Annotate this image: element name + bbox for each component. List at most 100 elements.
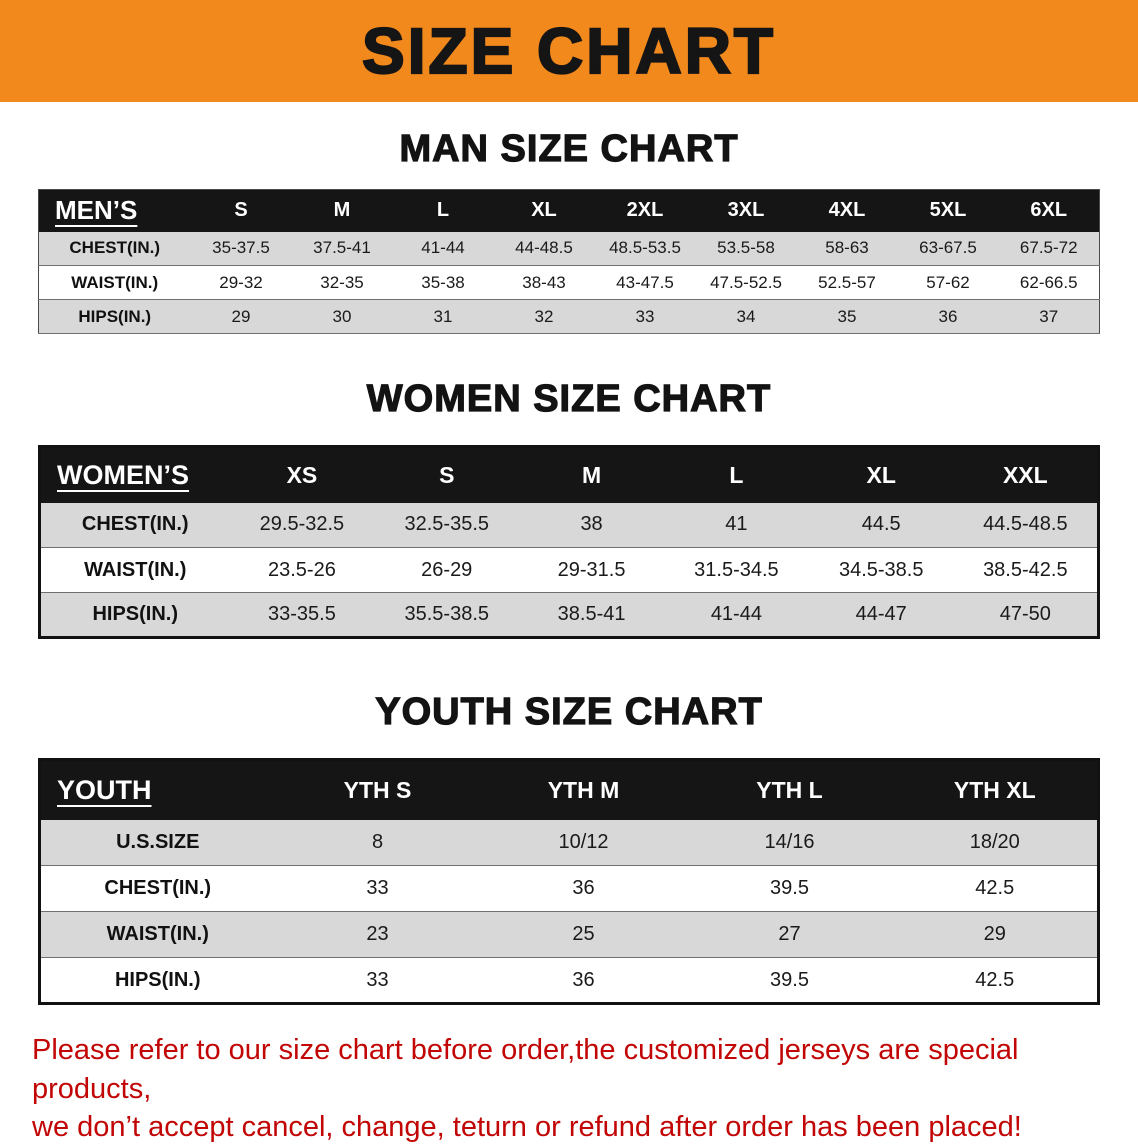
row-label: CHEST(IN.) [81,513,189,536]
value-cell: 37.5-41 [313,238,371,258]
value-cell: 36 [572,877,595,899]
row-label: WAIST(IN.) [106,923,209,945]
value-cell: 62-66.5 [1019,272,1078,292]
value-cell: 32.5-35.5 [404,513,489,536]
size-header-cell: 3XL [695,189,797,232]
size-chart-banner: SIZE CHART [0,0,1138,102]
size-header-cell: L [663,446,809,503]
value-cell: 25 [572,923,595,945]
value-cell: 38.5-42.5 [983,558,1068,581]
women-size-section: WOMEN SIZE CHART WOMEN’S XS S M L XL XXL CHEST(… [0,377,1138,639]
value-cell: 35-37.5 [212,238,270,258]
value-cell: 48.5-53.5 [609,238,681,258]
size-header-cell: 6XL [998,189,1100,232]
value-cell: 8 [371,830,384,853]
value-cell: 36 [572,968,595,991]
value-cell: 34 [736,306,756,326]
value-cell: 41-44 [421,238,465,258]
value-cell: 23 [366,923,389,945]
youth-chart-title: YOUTH SIZE CHART [375,690,763,733]
value-cell: 44.5 [861,513,901,536]
value-cell: 30 [332,306,352,326]
value-cell: 41 [725,513,748,536]
men-chart-title: MAN SIZE CHART [399,127,739,170]
value-cell: 33-35.5 [267,603,336,625]
value-cell: 44-47 [855,603,907,625]
page-title: SIZE CHART [361,14,776,88]
table-corner-label: WOMEN’S [39,446,230,503]
table-row: WAIST(IN.) 23.5-26 26-29 29-31.5 31.5-34.5 34… [39,547,1099,593]
value-cell: 33 [366,877,389,899]
header-row: WOMEN’S XS S M L XL XXL [39,446,1099,503]
size-header-cell: YTH L [686,759,893,820]
value-cell: 38-43 [522,272,566,292]
value-cell: 31.5-34.5 [694,558,779,581]
table-row: CHEST(IN.) 35-37.5 37.5-41 41-44 44-48.5 48.5… [38,231,1100,266]
women-chart-title: WOMEN SIZE CHART [366,377,772,420]
youth-size-section: YOUTH SIZE CHART YOUTH YTH S YTH M YTH L YTH… [0,690,1138,1005]
value-cell: 18/20 [969,830,1020,853]
size-header-cell: XS [229,446,375,503]
men-size-section: MAN SIZE CHART MEN’S S M L XL 2XL 3XL 4XL 5XL 6XL… [0,127,1138,334]
value-cell: 27 [778,923,801,945]
table-row: WAIST(IN.) 29-32 32-35 35-38 38-43 43-47.5 47.… [38,265,1100,300]
disclaimer-line-1: Please refer to our size chart before or… [32,1034,1019,1105]
value-cell: 29-31.5 [557,558,626,581]
value-cell: 32 [534,306,554,326]
disclaimer-text: Please refer to our size chart before or… [32,1031,1118,1147]
value-cell: 38.5-41 [557,603,626,625]
row-label: HIPS(IN.) [114,968,201,991]
row-label: HIPS(IN.) [92,603,179,625]
table-row: HIPS(IN.) 29 30 31 32 33 34 35 36 37 [38,299,1100,334]
women-size-table: WOMEN’S XS S M L XL XXL CHEST(IN.) 29.5-32.5 32.5… [38,445,1100,639]
table-row: HIPS(IN.) 33-35.5 35.5-38.5 38.5-41 41-44 44-… [39,592,1099,638]
value-cell: 39.5 [770,968,809,991]
table-corner-label: YOUTH [39,759,275,820]
size-header-cell: M [291,189,393,232]
row-label: U.S.SIZE [116,830,200,853]
value-cell: 44.5-48.5 [983,513,1068,536]
value-cell: 29-32 [219,272,263,292]
men-size-table: MEN’S S M L XL 2XL 3XL 4XL 5XL 6XL CHEST(IN.) 35-37… [38,189,1100,334]
value-cell: 29 [983,923,1006,945]
size-header-cell: YTH M [480,759,687,820]
value-cell: 57-62 [926,272,970,292]
value-cell: 29.5-32.5 [259,513,345,536]
header-row: YOUTH YTH S YTH M YTH L YTH XL [39,759,1099,820]
value-cell: 47-50 [999,603,1051,625]
size-header-cell: 4XL [796,189,898,232]
size-header-cell: YTH XL [892,759,1099,820]
row-label: CHEST(IN.) [104,877,212,899]
value-cell: 23.5-26 [267,558,336,581]
value-cell: 38 [580,513,603,536]
value-cell: 47.5-52.5 [710,272,782,292]
table-row: HIPS(IN.) 33 36 39.5 42.5 [39,957,1099,1004]
value-cell: 32-35 [320,272,364,292]
youth-size-table: YOUTH YTH S YTH M YTH L YTH XL U.S.SIZE 8 10/12… [38,758,1100,1005]
value-cell: 14/16 [764,830,815,853]
value-cell: 35.5-38.5 [404,603,489,625]
value-cell: 42.5 [975,968,1015,991]
table-corner-label: MEN’S [38,189,191,232]
value-cell: 67.5-72 [1019,238,1078,258]
value-cell: 26-29 [421,558,473,581]
value-cell: 44-48.5 [515,238,573,258]
value-cell: 36 [938,306,958,326]
row-label: HIPS(IN.) [78,306,152,326]
value-cell: 29 [231,306,251,326]
size-header-cell: 2XL [594,189,696,232]
table-row: U.S.SIZE 8 10/12 14/16 18/20 [39,819,1099,866]
size-header-cell: XL [808,446,954,503]
size-header-cell: YTH S [274,759,481,820]
size-header-cell: XL [493,189,595,232]
value-cell: 41-44 [710,603,762,625]
header-row: MEN’S S M L XL 2XL 3XL 4XL 5XL 6XL [38,189,1100,232]
value-cell: 10/12 [558,830,609,853]
value-cell: 37 [1039,306,1059,326]
row-label: WAIST(IN.) [84,558,187,581]
size-header-cell: XXL [953,446,1099,503]
value-cell: 43-47.5 [616,272,674,292]
disclaimer-line-2: we don’t accept cancel, change, teturn o… [32,1111,1022,1144]
size-header-cell: M [519,446,664,503]
value-cell: 33 [635,306,655,326]
